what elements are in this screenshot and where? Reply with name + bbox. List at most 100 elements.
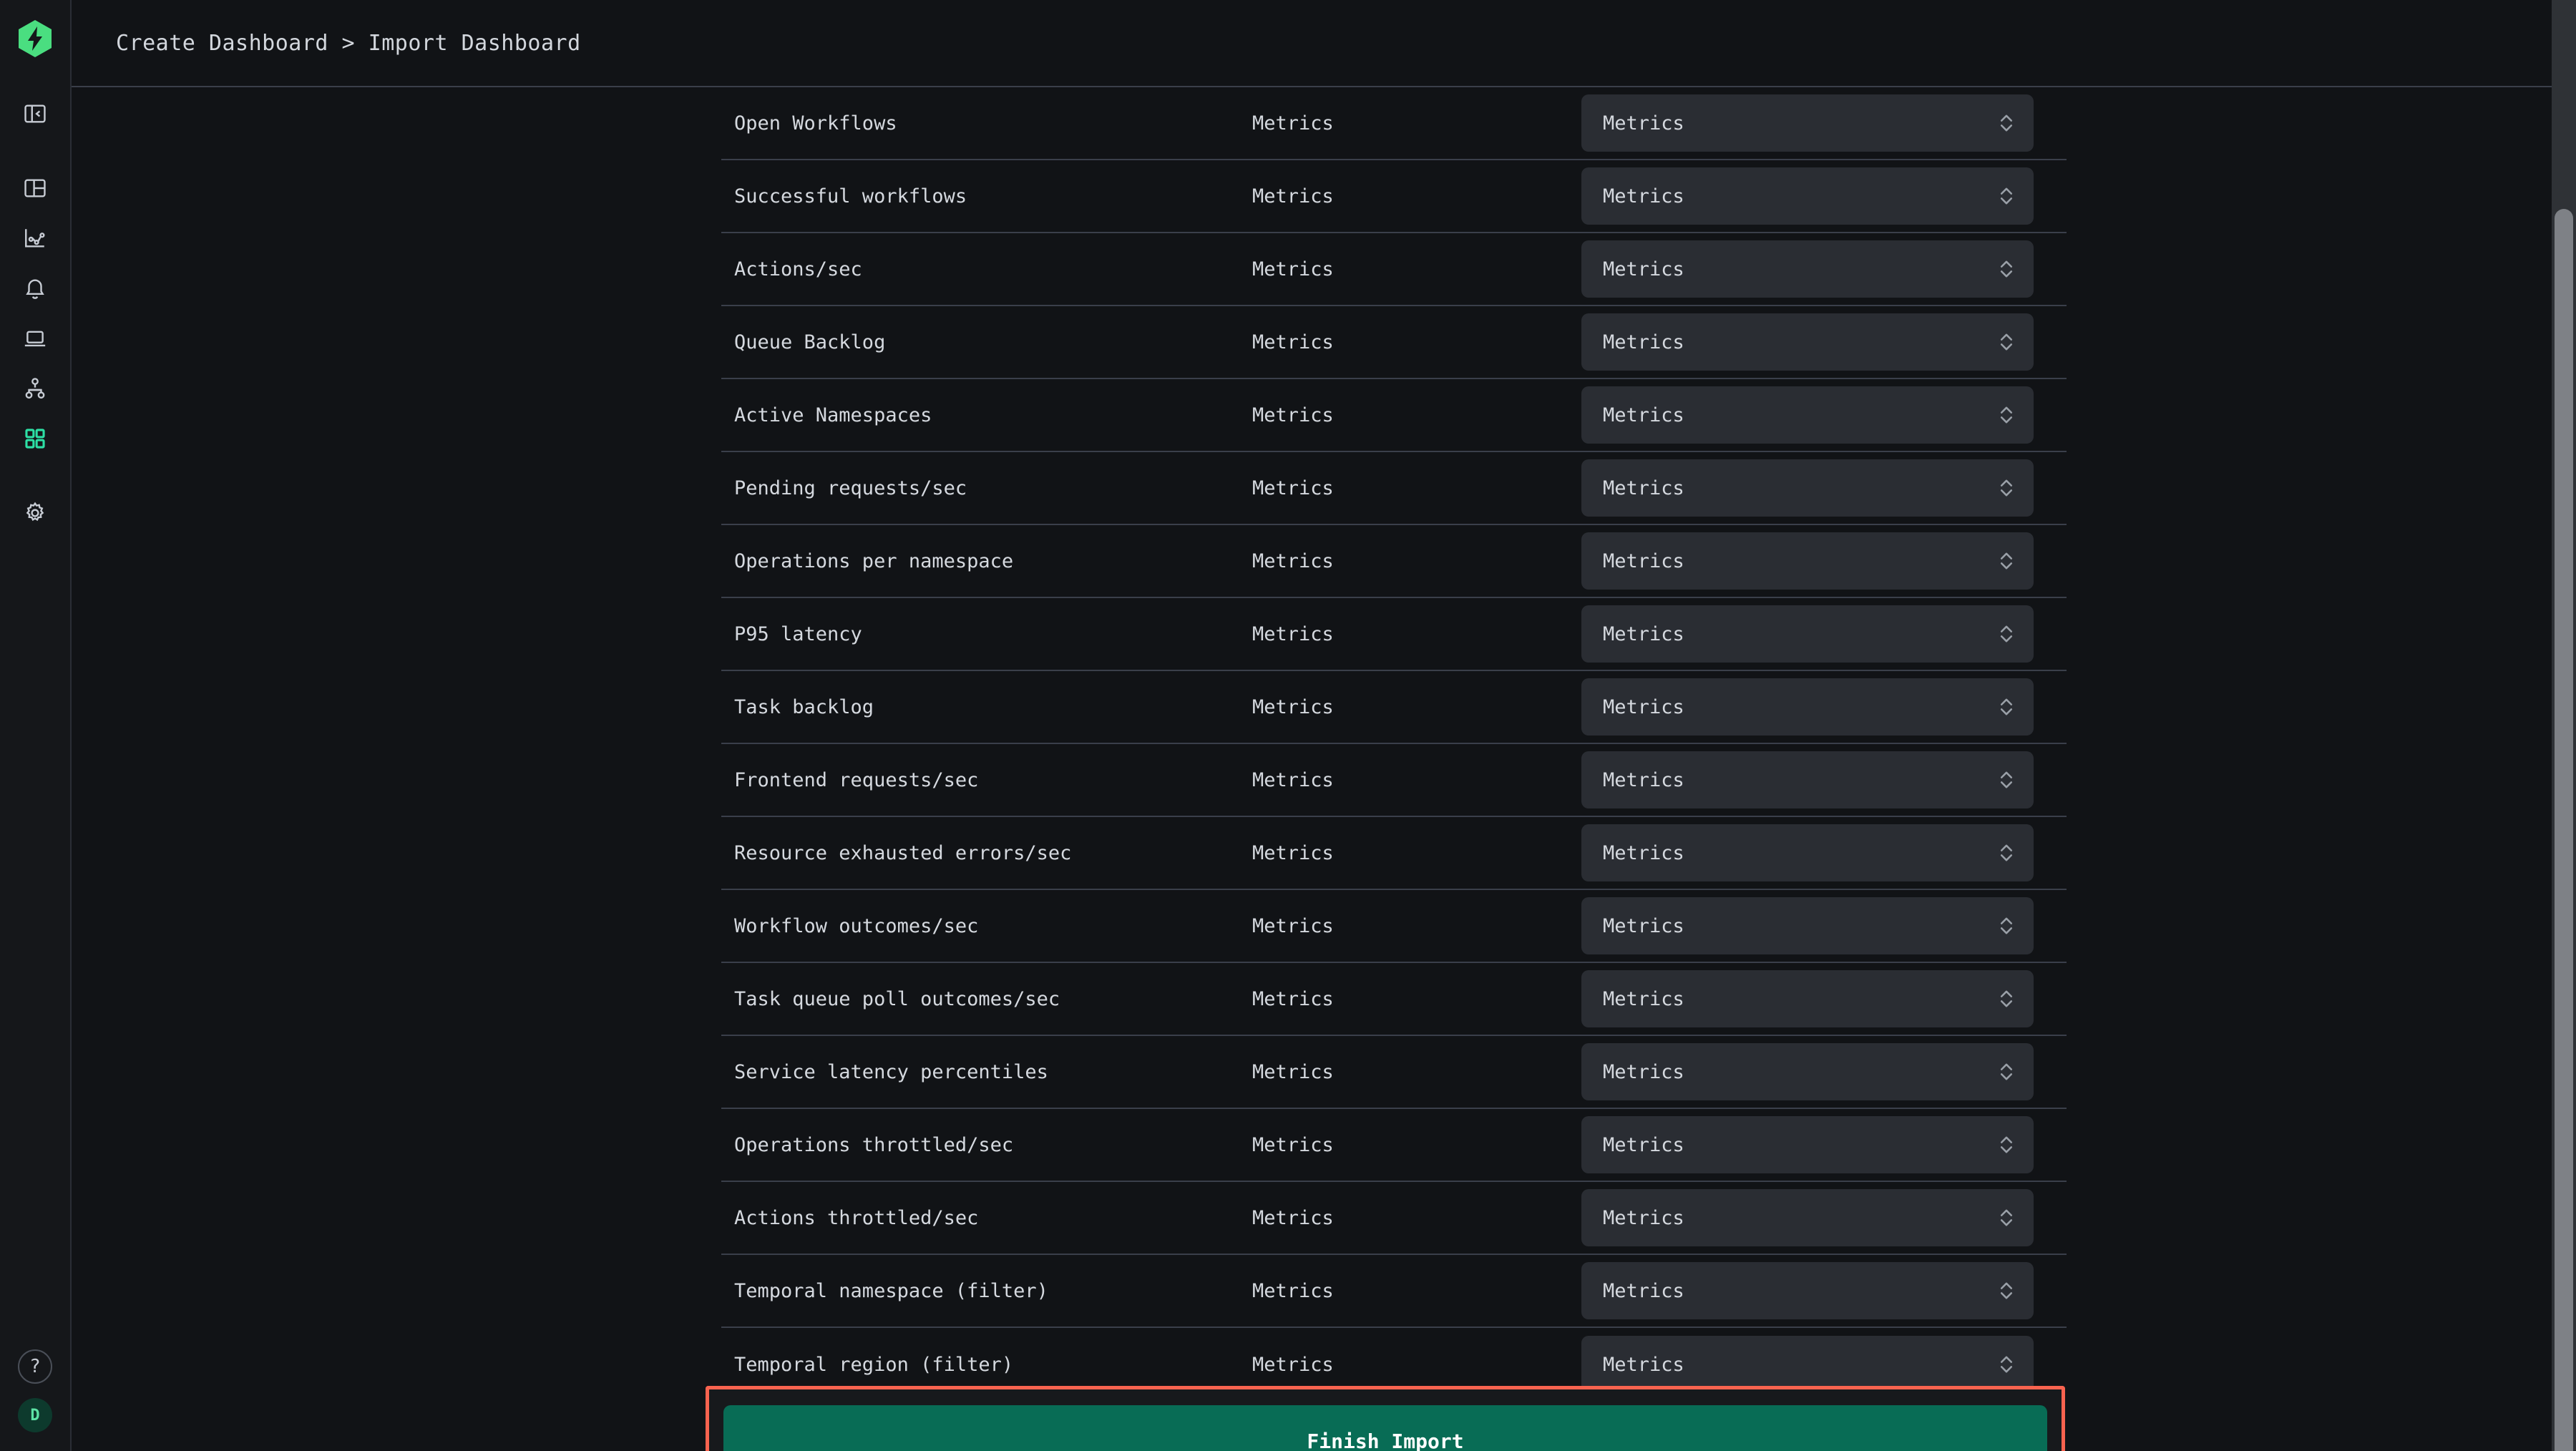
table-row: Operations per namespace Metrics Metrics bbox=[721, 525, 2067, 598]
panel-name-cell: Task backlog bbox=[734, 695, 874, 718]
datasource-select[interactable]: Metrics bbox=[1581, 751, 2034, 808]
datasource-cell: Metrics bbox=[1581, 459, 2067, 517]
panel-type-cell: Metrics bbox=[1252, 1353, 1334, 1376]
datasource-select[interactable]: Metrics bbox=[1581, 897, 2034, 954]
avatar-initial: D bbox=[30, 1406, 40, 1425]
datasource-select[interactable]: Metrics bbox=[1581, 240, 2034, 298]
datasource-select[interactable]: Metrics bbox=[1581, 824, 2034, 881]
table-row: Frontend requests/sec Metrics Metrics bbox=[721, 744, 2067, 817]
sidebar-item-alerts[interactable] bbox=[11, 265, 59, 312]
import-panel-list-scroll[interactable]: Open Workflows Metrics Metrics Successful w… bbox=[72, 87, 2576, 1451]
vertical-scrollbar-thumb[interactable] bbox=[2555, 209, 2573, 1451]
datasource-select[interactable]: Metrics bbox=[1581, 386, 2034, 444]
datasource-select-value: Metrics bbox=[1603, 914, 1684, 937]
sidebar-item-settings[interactable] bbox=[11, 489, 59, 537]
panel-name-cell: Actions/sec bbox=[734, 258, 862, 280]
sidebar-item-panel-collapse[interactable] bbox=[11, 90, 59, 137]
table-row: Actions throttled/sec Metrics Metrics bbox=[721, 1182, 2067, 1255]
datasource-cell: Metrics bbox=[1581, 532, 2067, 590]
datasource-cell: Metrics bbox=[1581, 605, 2067, 663]
sidebar-item-dashboards[interactable] bbox=[11, 165, 59, 212]
table-row: Temporal region (filter) Metrics Metrics bbox=[721, 1328, 2067, 1401]
panel-name-cell: Operations throttled/sec bbox=[734, 1133, 1014, 1156]
datasource-select-value: Metrics bbox=[1603, 1133, 1684, 1156]
sidebar: ? D bbox=[0, 0, 72, 1451]
panel-name-cell: Frontend requests/sec bbox=[734, 768, 979, 791]
datasource-select[interactable]: Metrics bbox=[1581, 605, 2034, 663]
table-row: P95 latency Metrics Metrics bbox=[721, 598, 2067, 671]
datasource-cell: Metrics bbox=[1581, 970, 2067, 1027]
panel-type-cell: Metrics bbox=[1252, 987, 1334, 1010]
datasource-select[interactable]: Metrics bbox=[1581, 678, 2034, 736]
panel-type-cell: Metrics bbox=[1252, 258, 1334, 280]
sidebar-item-apps[interactable] bbox=[11, 415, 59, 462]
sidebar-item-metrics[interactable] bbox=[11, 215, 59, 262]
panel-name-cell: Pending requests/sec bbox=[734, 477, 967, 499]
chevron-up-down-icon bbox=[1998, 257, 2015, 281]
datasource-select[interactable]: Metrics bbox=[1581, 1116, 2034, 1173]
chevron-up-down-icon bbox=[1998, 1352, 2015, 1377]
datasource-select[interactable]: Metrics bbox=[1581, 167, 2034, 225]
table-row: Workflow outcomes/sec Metrics Metrics bbox=[721, 890, 2067, 963]
help-button[interactable]: ? bbox=[18, 1349, 52, 1384]
panel-type-cell: Metrics bbox=[1252, 1279, 1334, 1302]
panel-name-cell: Queue Backlog bbox=[734, 331, 886, 353]
datasource-select[interactable]: Metrics bbox=[1581, 459, 2034, 517]
panel-name-cell: Temporal namespace (filter) bbox=[734, 1279, 1048, 1302]
datasource-select[interactable]: Metrics bbox=[1581, 1262, 2034, 1319]
datasource-select-value: Metrics bbox=[1603, 258, 1684, 280]
datasource-select[interactable]: Metrics bbox=[1581, 532, 2034, 590]
datasource-cell: Metrics bbox=[1581, 240, 2067, 298]
datasource-select-value: Metrics bbox=[1603, 1353, 1684, 1376]
table-row: Resource exhausted errors/sec Metrics Metr… bbox=[721, 817, 2067, 890]
breadcrumb: Create Dashboard > Import Dashboard bbox=[116, 30, 581, 56]
layout-dashboard-icon bbox=[23, 176, 47, 200]
chevron-up-down-icon bbox=[1998, 111, 2015, 135]
datasource-select[interactable]: Metrics bbox=[1581, 94, 2034, 152]
panel-type-cell: Metrics bbox=[1252, 331, 1334, 353]
datasource-select[interactable]: Metrics bbox=[1581, 1336, 2034, 1393]
datasource-cell: Metrics bbox=[1581, 1189, 2067, 1246]
panel-type-cell: Metrics bbox=[1252, 404, 1334, 426]
datasource-select-value: Metrics bbox=[1603, 695, 1684, 718]
chevron-up-down-icon bbox=[1998, 622, 2015, 646]
table-row: Successful workflows Metrics Metrics bbox=[721, 160, 2067, 233]
datasource-select[interactable]: Metrics bbox=[1581, 970, 2034, 1027]
panel-type-cell: Metrics bbox=[1252, 477, 1334, 499]
datasource-select[interactable]: Metrics bbox=[1581, 1189, 2034, 1246]
chevron-up-down-icon bbox=[1998, 695, 2015, 719]
chevron-up-down-icon bbox=[1998, 1279, 2015, 1303]
chevron-up-down-icon bbox=[1998, 403, 2015, 427]
datasource-cell: Metrics bbox=[1581, 897, 2067, 954]
datasource-select[interactable]: Metrics bbox=[1581, 1043, 2034, 1100]
datasource-cell: Metrics bbox=[1581, 1043, 2067, 1100]
datasource-select[interactable]: Metrics bbox=[1581, 313, 2034, 371]
table-row: Queue Backlog Metrics Metrics bbox=[721, 306, 2067, 379]
panel-name-cell: Task queue poll outcomes/sec bbox=[734, 987, 1060, 1010]
chevron-up-down-icon bbox=[1998, 841, 2015, 865]
metrics-chart-icon bbox=[23, 226, 47, 250]
table-row: Task backlog Metrics Metrics bbox=[721, 671, 2067, 744]
vertical-scrollbar[interactable] bbox=[2552, 0, 2576, 1451]
chevron-up-down-icon bbox=[1998, 1060, 2015, 1084]
gear-settings-icon bbox=[23, 501, 47, 525]
panel-type-cell: Metrics bbox=[1252, 185, 1334, 207]
datasource-select-value: Metrics bbox=[1603, 622, 1684, 645]
sidebar-item-monitors[interactable] bbox=[11, 315, 59, 362]
panel-collapse-icon bbox=[23, 102, 47, 126]
datasource-cell: Metrics bbox=[1581, 167, 2067, 225]
sidebar-item-services[interactable] bbox=[11, 365, 59, 412]
table-row: Active Namespaces Metrics Metrics bbox=[721, 379, 2067, 452]
datasource-cell: Metrics bbox=[1581, 1262, 2067, 1319]
laptop-monitor-icon bbox=[23, 326, 47, 351]
chevron-up-down-icon bbox=[1998, 987, 2015, 1011]
finish-import-button[interactable]: Finish Import bbox=[723, 1405, 2047, 1451]
panel-name-cell: P95 latency bbox=[734, 622, 862, 645]
app-logo[interactable] bbox=[15, 19, 55, 59]
datasource-cell: Metrics bbox=[1581, 678, 2067, 736]
datasource-cell: Metrics bbox=[1581, 313, 2067, 371]
bell-alerts-icon bbox=[23, 276, 47, 301]
avatar[interactable]: D bbox=[18, 1398, 52, 1432]
datasource-select-value: Metrics bbox=[1603, 549, 1684, 572]
chevron-up-down-icon bbox=[1998, 914, 2015, 938]
